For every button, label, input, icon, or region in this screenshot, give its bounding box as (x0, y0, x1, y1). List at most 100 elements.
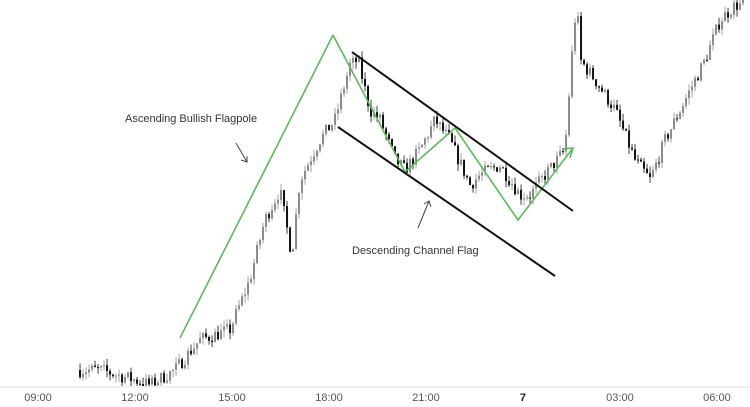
candle (595, 78, 598, 90)
candle-body (190, 350, 193, 355)
candle-body (202, 333, 205, 338)
candle (412, 156, 415, 170)
candle (631, 143, 634, 152)
candle (286, 200, 289, 234)
candle-body (364, 78, 367, 87)
candle-body (382, 114, 385, 129)
candle-body (727, 12, 730, 18)
candle-body (547, 166, 550, 180)
candle (340, 88, 343, 114)
zigzag-arrowhead (561, 147, 575, 159)
flag-annotation-arrow (417, 200, 430, 229)
candle (499, 164, 502, 174)
candle-body (736, 2, 739, 10)
candle (736, 0, 739, 17)
candle (469, 175, 472, 186)
candle-body (286, 206, 289, 228)
candle (361, 51, 364, 84)
candle (454, 135, 457, 146)
candle (661, 139, 664, 169)
candle-body (376, 112, 379, 118)
candle-body (367, 86, 370, 107)
candle-body (649, 173, 652, 177)
candle-body (658, 162, 661, 164)
candle (457, 143, 460, 171)
candle (172, 368, 175, 378)
candle-body (586, 64, 589, 75)
candle-body (739, 3, 742, 10)
candle-body (577, 16, 580, 23)
candle-body (475, 179, 478, 189)
candle (217, 325, 220, 341)
candle (742, 0, 745, 6)
candle-body (595, 79, 598, 87)
candle (553, 162, 556, 173)
candle-body (430, 126, 433, 138)
candle-body (82, 374, 85, 377)
candle-body (244, 294, 247, 297)
candle-body (709, 45, 712, 60)
candle (214, 328, 217, 343)
candle-body (421, 144, 424, 148)
candle (112, 373, 115, 379)
candle-body (166, 380, 169, 383)
candle-body (706, 59, 709, 61)
candle-body (472, 185, 475, 189)
candle-body (619, 109, 622, 121)
candles-layer (79, 0, 745, 386)
candle-body (79, 370, 82, 377)
candle-body (181, 359, 184, 369)
candle-body (499, 167, 502, 172)
candle (247, 276, 250, 301)
candle (421, 143, 424, 148)
candle-body (400, 160, 403, 165)
candle (706, 54, 709, 62)
candle-body (205, 333, 208, 337)
candle (517, 186, 520, 195)
candle-body (628, 130, 631, 148)
candle-body (211, 340, 214, 343)
candle (409, 154, 412, 178)
candle (94, 360, 97, 368)
candle-body (325, 124, 328, 134)
candle (181, 357, 184, 369)
candle-body (532, 188, 535, 199)
candle-body (409, 158, 412, 173)
candle (328, 124, 331, 131)
candle-body (157, 382, 160, 386)
candle (712, 27, 715, 51)
candle-body (541, 176, 544, 178)
candle-body (403, 160, 406, 163)
flag-annotation: Descending Channel Flag (352, 245, 479, 257)
candle-body (193, 348, 196, 355)
candle-body (250, 279, 253, 283)
candle-body (241, 296, 244, 306)
candle (235, 305, 238, 326)
candle-body (445, 129, 448, 131)
candle-body (322, 133, 325, 145)
candle (685, 94, 688, 110)
candle-body (298, 192, 301, 215)
candle (370, 99, 373, 123)
candle-body (433, 116, 436, 127)
candle-body (142, 384, 145, 386)
candle-body (133, 379, 136, 382)
candle (652, 165, 655, 179)
candle-body (655, 162, 658, 170)
candle (529, 191, 532, 205)
candle (142, 377, 145, 386)
candle (598, 85, 601, 93)
candle (250, 274, 253, 284)
candle (490, 161, 493, 170)
candle-body (580, 16, 583, 60)
x-tick-label: 18:00 (315, 392, 343, 404)
candle (463, 159, 466, 180)
candle (130, 367, 133, 386)
candle-body (682, 106, 685, 113)
candle-body (442, 122, 445, 131)
candle-body (247, 282, 250, 295)
candle-body (127, 372, 130, 378)
candle (715, 24, 718, 36)
candle (136, 376, 139, 386)
candle-body (508, 181, 511, 185)
